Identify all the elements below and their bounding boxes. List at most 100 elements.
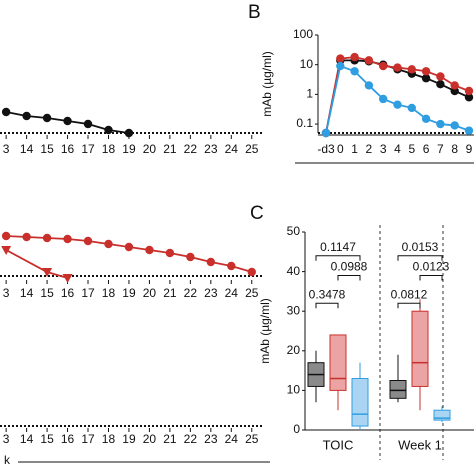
- x-tick-label: 15: [40, 142, 54, 156]
- x-tick-label: 21: [163, 142, 177, 156]
- y-tick-label: 0.1: [296, 116, 313, 130]
- significance-bracket: [419, 275, 443, 281]
- x-tick-label: 24: [225, 286, 239, 300]
- point: [83, 119, 93, 129]
- x-tick-label: 18: [102, 432, 116, 446]
- x-tick-label: 17: [81, 432, 95, 446]
- point: [22, 111, 31, 121]
- point: [436, 119, 445, 129]
- x-tick-label: 3: [3, 432, 10, 446]
- x-tick-label: 23: [204, 432, 218, 446]
- x-tick-label: 17: [81, 286, 95, 300]
- point: [165, 248, 175, 258]
- point: [336, 61, 345, 71]
- point: [63, 234, 72, 244]
- p-value: 0.0812: [391, 287, 428, 301]
- point: [436, 72, 445, 81]
- point: [1, 231, 11, 241]
- significance-bracket: [397, 302, 421, 309]
- box: [411, 310, 429, 387]
- x-tick-label: 23: [204, 286, 218, 300]
- point: [364, 81, 374, 90]
- x-tick-label: 18: [102, 286, 116, 300]
- x-tick-label: 5: [408, 142, 415, 156]
- point: [364, 56, 374, 65]
- x-tick-label: 14: [20, 142, 34, 156]
- point: [421, 67, 431, 76]
- point: [450, 121, 459, 130]
- y-tick-label: 0: [293, 422, 300, 436]
- point: [62, 274, 73, 283]
- point: [206, 257, 216, 267]
- p-value: 0.0123: [413, 260, 450, 274]
- point: [421, 74, 431, 83]
- y-tick-label: 1: [306, 87, 313, 101]
- x-tick-label: Week 1: [398, 437, 442, 452]
- point: [124, 242, 134, 252]
- box: [329, 334, 347, 391]
- x-tick-label: 25: [245, 286, 259, 300]
- x-axis-label: k: [4, 453, 11, 467]
- p-value: 0.1147: [320, 240, 356, 254]
- point: [227, 261, 236, 271]
- x-tick-label: 16: [61, 432, 75, 446]
- x-tick-label: 21: [163, 432, 177, 446]
- significance-bracket: [397, 255, 443, 261]
- significance-bracket: [315, 302, 339, 309]
- point: [421, 114, 431, 124]
- y-tick-label: 50: [287, 224, 301, 238]
- point: [336, 54, 345, 63]
- y-tick-label: 20: [287, 343, 301, 357]
- point: [22, 232, 31, 242]
- point: [145, 245, 154, 255]
- x-tick-label: 17: [81, 142, 95, 156]
- x-tick-label: 25: [245, 432, 259, 446]
- point: [83, 236, 93, 246]
- point: [104, 239, 113, 249]
- p-value: 0.0988: [331, 260, 368, 274]
- x-tick-label: 22: [184, 432, 198, 446]
- y-tick-label: 40: [287, 264, 301, 278]
- x-tick-label: 24: [225, 432, 239, 446]
- point: [124, 128, 134, 138]
- x-tick-label: 16: [61, 142, 75, 156]
- x-tick-label: 9: [466, 142, 473, 156]
- x-tick-label: 3: [380, 142, 387, 156]
- panel-letter: B: [248, 2, 261, 23]
- x-tick-label: 16: [61, 286, 75, 300]
- box: [433, 409, 451, 421]
- series-line: [6, 235, 253, 273]
- x-tick-label: 19: [122, 432, 136, 446]
- x-tick-label: 8: [451, 142, 458, 156]
- point: [407, 103, 416, 113]
- point: [1, 246, 12, 255]
- point: [42, 268, 53, 277]
- point: [42, 233, 52, 243]
- x-tick-label: 22: [184, 286, 198, 300]
- x-tick-label: 4: [394, 142, 401, 156]
- point: [464, 126, 474, 135]
- y-tick-label: 100: [293, 27, 313, 41]
- x-tick-label: 3: [3, 286, 10, 300]
- x-tick-label: 15: [40, 432, 54, 446]
- point: [104, 125, 113, 135]
- y-tick-label: 10: [287, 383, 301, 397]
- point: [464, 93, 474, 102]
- point: [393, 63, 402, 72]
- x-tick-label: 3: [3, 142, 10, 156]
- x-tick-label: 6: [423, 142, 430, 156]
- point: [407, 65, 416, 74]
- box: [389, 380, 407, 399]
- point: [450, 81, 459, 90]
- x-tick-label: 15: [40, 286, 54, 300]
- point: [350, 67, 359, 76]
- x-tick-label: 24: [225, 142, 239, 156]
- y-tick-label: 30: [287, 303, 301, 317]
- box: [351, 378, 369, 427]
- significance-bracket: [337, 275, 361, 281]
- point: [63, 116, 72, 126]
- point: [1, 107, 11, 117]
- point: [436, 80, 445, 89]
- y-tick-label: 10: [300, 57, 314, 71]
- x-tick-label: 19: [122, 142, 136, 156]
